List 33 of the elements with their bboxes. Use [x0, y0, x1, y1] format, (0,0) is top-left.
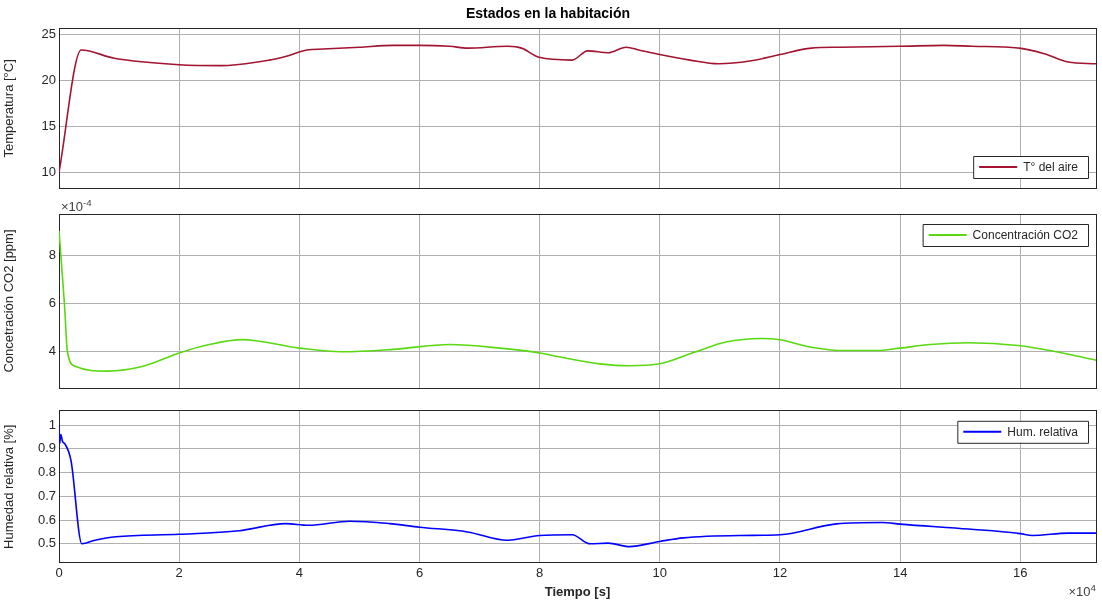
x-tick-label: 2 [175, 565, 183, 581]
y-axis-title: Humedad relativa [%] [1, 424, 17, 549]
y-axis-title: Temperatura [°C] [1, 59, 17, 158]
y-tick-label: 15 [41, 117, 56, 133]
y-tick-label: 8 [48, 246, 56, 262]
legend-label: Hum. relativa [1007, 425, 1079, 440]
x-axis-title: Tiempo [s] [544, 583, 611, 599]
y-axis-title: Concetración CO2 [ppm] [1, 229, 17, 373]
y-tick-label: 0.8 [37, 464, 56, 480]
line-series [59, 44, 1096, 174]
y-tick-label: 0.9 [37, 440, 56, 456]
x-tick-label: 6 [415, 565, 424, 581]
y-tick-label: 4 [48, 343, 56, 359]
y-tick-label: 10 [41, 163, 56, 179]
y-tick-label: 25 [41, 25, 56, 41]
x-tick-label: 14 [892, 565, 908, 581]
x-tick-label: 12 [772, 565, 788, 581]
y-tick-label: 6 [48, 294, 56, 310]
legend-label: Concentración CO2 [972, 228, 1079, 243]
line-series [59, 230, 1096, 372]
y-tick-label: 20 [41, 71, 56, 87]
y-tick-label: 0.5 [37, 535, 56, 551]
legend-label: T° del aire [1023, 160, 1079, 175]
x-tick-label: 16 [1013, 565, 1028, 581]
line-series [59, 424, 1096, 548]
y-tick-label: 0.7 [37, 487, 56, 503]
x-tick-label: 4 [295, 565, 303, 581]
y-tick-label: 0.6 [37, 511, 56, 527]
y-tick-label: 1 [48, 416, 56, 432]
x-tick-label: 0 [55, 565, 63, 581]
x-tick-label: 10 [652, 565, 668, 581]
x-tick-label: 8 [536, 565, 544, 581]
chart-title: Estados en la habitación [465, 5, 631, 22]
